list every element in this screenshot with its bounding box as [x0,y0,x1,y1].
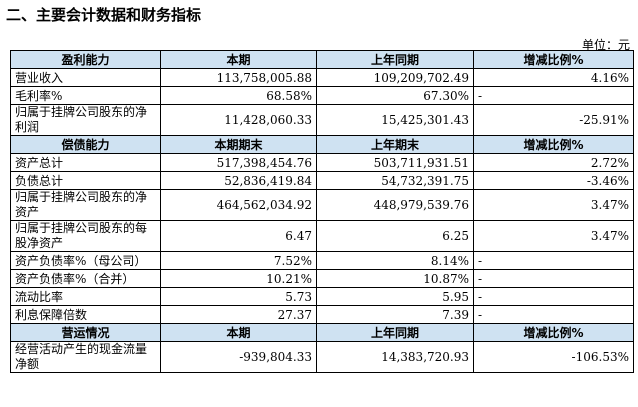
row-label: 归属于挂牌公司股东的净资产 [10,189,161,221]
table-row: 毛利率% 68.58% 67.30% - [10,86,634,105]
table-row: 资产负债率%（合并） 10.21% 10.87% - [10,269,634,288]
current-value: 5.73 [160,287,317,306]
header-cell: 盈利能力 [10,50,161,69]
row-label: 营业收入 [10,68,161,87]
change-value: 4.16% [473,68,634,87]
prior-value: 109,209,702.49 [316,68,474,87]
current-value: -939,804.33 [160,341,317,373]
table-row: 归属于挂牌公司股东的每股净资产 6.47 6.25 3.47% [10,220,634,252]
prior-value: 6.25 [316,220,474,252]
current-value: 113,758,005.88 [160,68,317,87]
prior-value: 14,383,720.93 [316,341,474,373]
header-cell: 偿债能力 [10,135,161,154]
change-value: 3.47% [473,220,634,252]
prior-value: 54,732,391.75 [316,171,474,190]
section-header-operations: 营运情况 本期 上年同期 增减比例% [10,323,634,342]
row-label: 归属于挂牌公司股东的每股净资产 [10,220,161,252]
table-row: 营业收入 113,758,005.88 109,209,702.49 4.16% [10,68,634,87]
change-value: - [473,269,634,288]
row-label: 负债总计 [10,171,161,190]
change-value: -3.46% [473,171,634,190]
change-value: -25.91% [473,104,634,136]
header-cell: 上年同期 [316,323,474,342]
table-row: 负债总计 52,836,419.84 54,732,391.75 -3.46% [10,171,634,190]
section-header-solvency: 偿债能力 本期期末 上年期末 增减比例% [10,135,634,154]
change-value: 2.72% [473,153,634,172]
change-value: - [473,86,634,105]
table-row: 归属于挂牌公司股东的净利润 11,428,060.33 15,425,301.4… [10,104,634,136]
table-row: 归属于挂牌公司股东的净资产 464,562,034.92 448,979,539… [10,189,634,221]
section-heading: 二、主要会计数据和财务指标 [6,6,202,24]
row-label: 资产总计 [10,153,161,172]
prior-value: 10.87% [316,269,474,288]
row-label: 流动比率 [10,287,161,306]
row-label: 毛利率% [10,86,161,105]
current-value: 68.58% [160,86,317,105]
table-row: 利息保障倍数 27.37 7.39 - [10,305,634,324]
prior-value: 15,425,301.43 [316,104,474,136]
header-cell: 增减比例% [473,323,634,342]
change-value: - [473,287,634,306]
table-row: 资产总计 517,398,454.76 503,711,931.51 2.72% [10,153,634,172]
table-row: 流动比率 5.73 5.95 - [10,287,634,306]
prior-value: 8.14% [316,251,474,270]
prior-value: 67.30% [316,86,474,105]
row-label: 利息保障倍数 [10,305,161,324]
financial-table: 盈利能力 本期 上年同期 增减比例% 营业收入 113,758,005.88 1… [10,50,634,373]
row-label: 归属于挂牌公司股东的净利润 [10,104,161,136]
prior-value: 448,979,539.76 [316,189,474,221]
row-label: 经营活动产生的现金流量净额 [10,341,161,373]
current-value: 27.37 [160,305,317,324]
change-value: -106.53% [473,341,634,373]
header-cell: 上年同期 [316,50,474,69]
current-value: 10.21% [160,269,317,288]
section-header-profitability: 盈利能力 本期 上年同期 增减比例% [10,50,634,69]
change-value: 3.47% [473,189,634,221]
header-cell: 本期期末 [160,135,317,154]
header-cell: 本期 [160,50,317,69]
header-cell: 增减比例% [473,50,634,69]
change-value: - [473,251,634,270]
unit-label: 单位：元 [581,38,630,52]
current-value: 11,428,060.33 [160,104,317,136]
row-label: 资产负债率%（母公司） [10,251,161,270]
current-value: 52,836,419.84 [160,171,317,190]
current-value: 464,562,034.92 [160,189,317,221]
header-cell: 增减比例% [473,135,634,154]
change-value: - [473,305,634,324]
header-cell: 本期 [160,323,317,342]
header-cell: 上年期末 [316,135,474,154]
table-row: 资产负债率%（母公司） 7.52% 8.14% - [10,251,634,270]
table-row: 经营活动产生的现金流量净额 -939,804.33 14,383,720.93 … [10,341,634,373]
current-value: 517,398,454.76 [160,153,317,172]
current-value: 6.47 [160,220,317,252]
prior-value: 5.95 [316,287,474,306]
row-label: 资产负债率%（合并） [10,269,161,288]
prior-value: 7.39 [316,305,474,324]
current-value: 7.52% [160,251,317,270]
header-cell: 营运情况 [10,323,161,342]
prior-value: 503,711,931.51 [316,153,474,172]
